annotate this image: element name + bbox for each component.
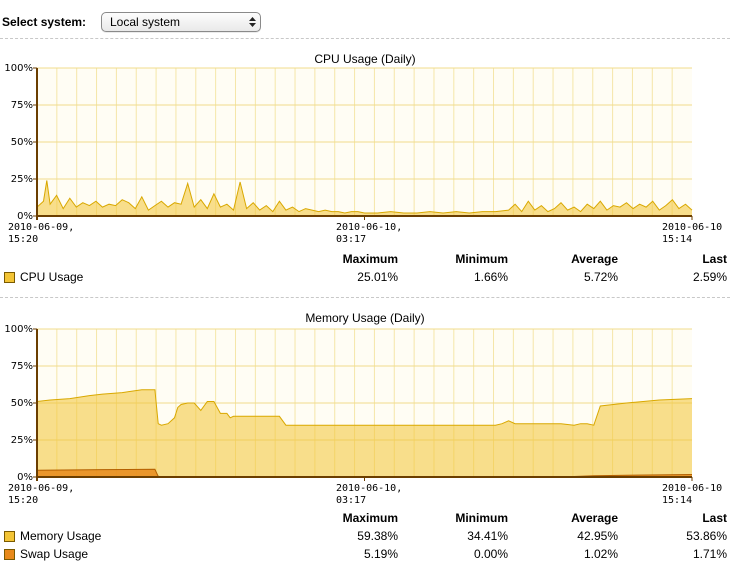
memory-x-label-end: 2010-06-10 15:14 — [662, 483, 723, 506]
cpu-y-tick-label: 50% — [11, 137, 33, 148]
cpu-y-tick-label: 75% — [11, 100, 33, 111]
memory-chart-title: Memory Usage (Daily) — [305, 311, 425, 325]
system-select-row: Select system: — [2, 12, 86, 32]
cpu-legend-label: CPU Usage — [20, 270, 84, 284]
cpu-chart-title: CPU Usage (Daily) — [314, 52, 416, 66]
swap-legend-label: Swap Usage — [20, 547, 89, 561]
memory-stat-header-min: Minimum — [455, 511, 508, 525]
memory-usage-swatch — [4, 530, 15, 542]
cpu-stat-header-last: Last — [702, 252, 727, 266]
memory-stat-last: 53.86% — [686, 529, 727, 543]
swap-stat-last: 1.71% — [692, 547, 727, 561]
memory-y-tick-label: 50% — [11, 398, 33, 409]
cpu-y-tick-label: 25% — [11, 174, 33, 185]
cpu-usage-swatch — [4, 271, 15, 283]
memory-legend-item: Memory Usage — [4, 529, 101, 543]
system-select-dropdown[interactable]: Local system — [101, 12, 261, 32]
memory-stat-header-last: Last — [702, 511, 727, 525]
cpu-stat-max: 25.01% — [357, 270, 398, 284]
memory-legend-label: Memory Usage — [20, 529, 102, 543]
cpu-stat-header-min: Minimum — [455, 252, 508, 266]
section-divider — [0, 297, 730, 298]
cpu-x-label-end: 2010-06-10 15:14 — [662, 222, 723, 245]
cpu-stat-header-max: Maximum — [342, 252, 398, 266]
memory-x-label-mid: 2010-06-10, 03:17 — [336, 483, 403, 506]
memory-stat-header-avg: Average — [571, 511, 618, 525]
cpu-stat-avg: 5.72% — [583, 270, 618, 284]
swap-stat-min: 0.00% — [473, 547, 508, 561]
memory-usage-chart: 100% 75% 50% 25% 0% — [4, 324, 693, 483]
memory-series-line-0 — [36, 389, 693, 426]
section-divider — [0, 38, 730, 39]
system-select-label: Select system: — [2, 15, 87, 29]
cpu-stat-header-avg: Average — [571, 252, 618, 266]
memory-y-tick-label: 25% — [11, 435, 33, 446]
memory-stat-max: 59.38% — [357, 529, 398, 543]
swap-stat-avg: 1.02% — [583, 547, 618, 561]
cpu-x-label-start: 2010-06-09, 15:20 — [8, 222, 75, 245]
memory-stat-min: 34.41% — [467, 529, 508, 543]
swap-usage-swatch — [4, 548, 15, 560]
swap-legend-item: Swap Usage — [4, 547, 88, 561]
cpu-x-label-mid: 2010-06-10, 03:17 — [336, 222, 403, 245]
cpu-legend-item: CPU Usage — [4, 270, 83, 284]
cpu-stat-last: 2.59% — [692, 270, 727, 284]
cpu-y-tick-label: 0% — [17, 211, 33, 222]
select-arrows-icon — [249, 17, 256, 27]
cpu-y-tick-label: 100% — [4, 63, 33, 74]
cpu-usage-chart: 100% 75% 50% 25% 0% — [4, 63, 693, 222]
memory-y-tick-label: 75% — [11, 361, 33, 372]
cpu-series-area-0 — [37, 180, 692, 216]
swap-stat-max: 5.19% — [363, 547, 398, 561]
system-select-value: Local system — [110, 15, 181, 29]
memory-x-label-start: 2010-06-09, 15:20 — [8, 483, 75, 506]
memory-y-tick-label: 0% — [17, 472, 33, 483]
memory-stat-avg: 42.95% — [577, 529, 618, 543]
cpu-stat-min: 1.66% — [473, 270, 508, 284]
memory-series-area-0 — [37, 389, 692, 477]
memory-y-tick-label: 100% — [4, 324, 33, 335]
cpu-series-line-0 — [36, 180, 693, 214]
memory-stat-header-max: Maximum — [342, 511, 398, 525]
